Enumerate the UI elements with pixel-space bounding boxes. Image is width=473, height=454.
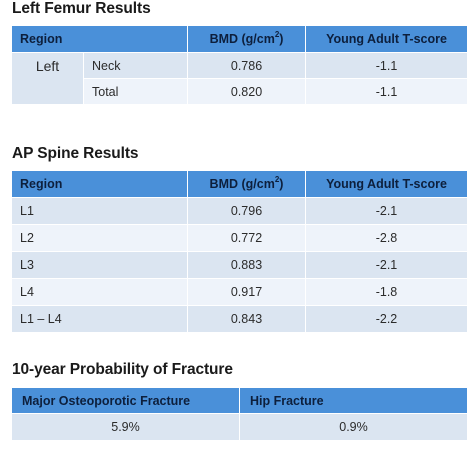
region-cell: L1	[11, 197, 188, 225]
header-tscore: Young Adult T-score	[305, 170, 468, 198]
table-header-row: Region BMD (g/cm2) Young Adult T-score	[11, 170, 468, 198]
header-bmd: BMD (g/cm2)	[187, 25, 307, 53]
fracture-probability-table: Major Osteoporotic Fracture Hip Fracture…	[11, 387, 468, 441]
tscore-cell: -1.1	[305, 52, 469, 79]
site-cell: Total	[82, 78, 189, 105]
header-region: Region	[11, 170, 188, 198]
header-major-fracture: Major Osteoporotic Fracture	[11, 387, 240, 414]
bmd-cell: 0.883	[187, 251, 306, 279]
tscore-cell: -1.8	[305, 278, 468, 306]
bmd-cell: 0.843	[187, 305, 306, 333]
table-header-row: Region BMD (g/cm2) Young Adult T-score	[10, 25, 469, 53]
spine-section-title: AP Spine Results	[12, 145, 139, 162]
table-row: L2 0.772 -2.8	[11, 224, 468, 252]
header-region: Region	[10, 25, 189, 53]
header-tscore: Young Adult T-score	[305, 25, 469, 53]
tscore-cell: -1.1	[305, 78, 469, 105]
region-cell: L4	[11, 278, 188, 306]
region-cell: L3	[11, 251, 188, 279]
bmd-cell: 0.820	[187, 78, 307, 105]
site-cell: Neck	[82, 52, 189, 79]
table-header-row: Major Osteoporotic Fracture Hip Fracture	[11, 387, 468, 414]
major-fracture-value: 5.9%	[11, 413, 240, 441]
tscore-cell: -2.1	[305, 251, 468, 279]
header-bmd: BMD (g/cm2)	[187, 170, 306, 198]
side-cell: Left	[11, 52, 84, 105]
femur-results-table: Region BMD (g/cm2) Young Adult T-score L…	[10, 25, 469, 105]
tscore-cell: -2.2	[305, 305, 468, 333]
header-hip-fracture: Hip Fracture	[239, 387, 468, 414]
tscore-cell: -2.8	[305, 224, 468, 252]
table-row: L4 0.917 -1.8	[11, 278, 468, 306]
table-row: L3 0.883 -2.1	[11, 251, 468, 279]
spine-results-table: Region BMD (g/cm2) Young Adult T-score L…	[11, 170, 468, 333]
region-cell: L2	[11, 224, 188, 252]
table-row: Left Neck 0.786 -1.1	[11, 52, 469, 105]
table-row: Total 0.820 -1.1	[12, 78, 469, 105]
bmd-cell: 0.796	[187, 197, 306, 225]
table-row: L1 0.796 -2.1	[11, 197, 468, 225]
probability-section-title: 10-year Probability of Fracture	[12, 361, 233, 378]
bmd-cell: 0.917	[187, 278, 306, 306]
table-row: L1 – L4 0.843 -2.2	[11, 305, 468, 333]
bmd-cell: 0.786	[187, 52, 307, 79]
tscore-cell: -2.1	[305, 197, 468, 225]
hip-fracture-value: 0.9%	[239, 413, 468, 441]
table-row: 5.9% 0.9%	[11, 413, 468, 441]
bmd-cell: 0.772	[187, 224, 306, 252]
femur-section-title: Left Femur Results	[12, 0, 151, 17]
region-cell: L1 – L4	[11, 305, 188, 333]
